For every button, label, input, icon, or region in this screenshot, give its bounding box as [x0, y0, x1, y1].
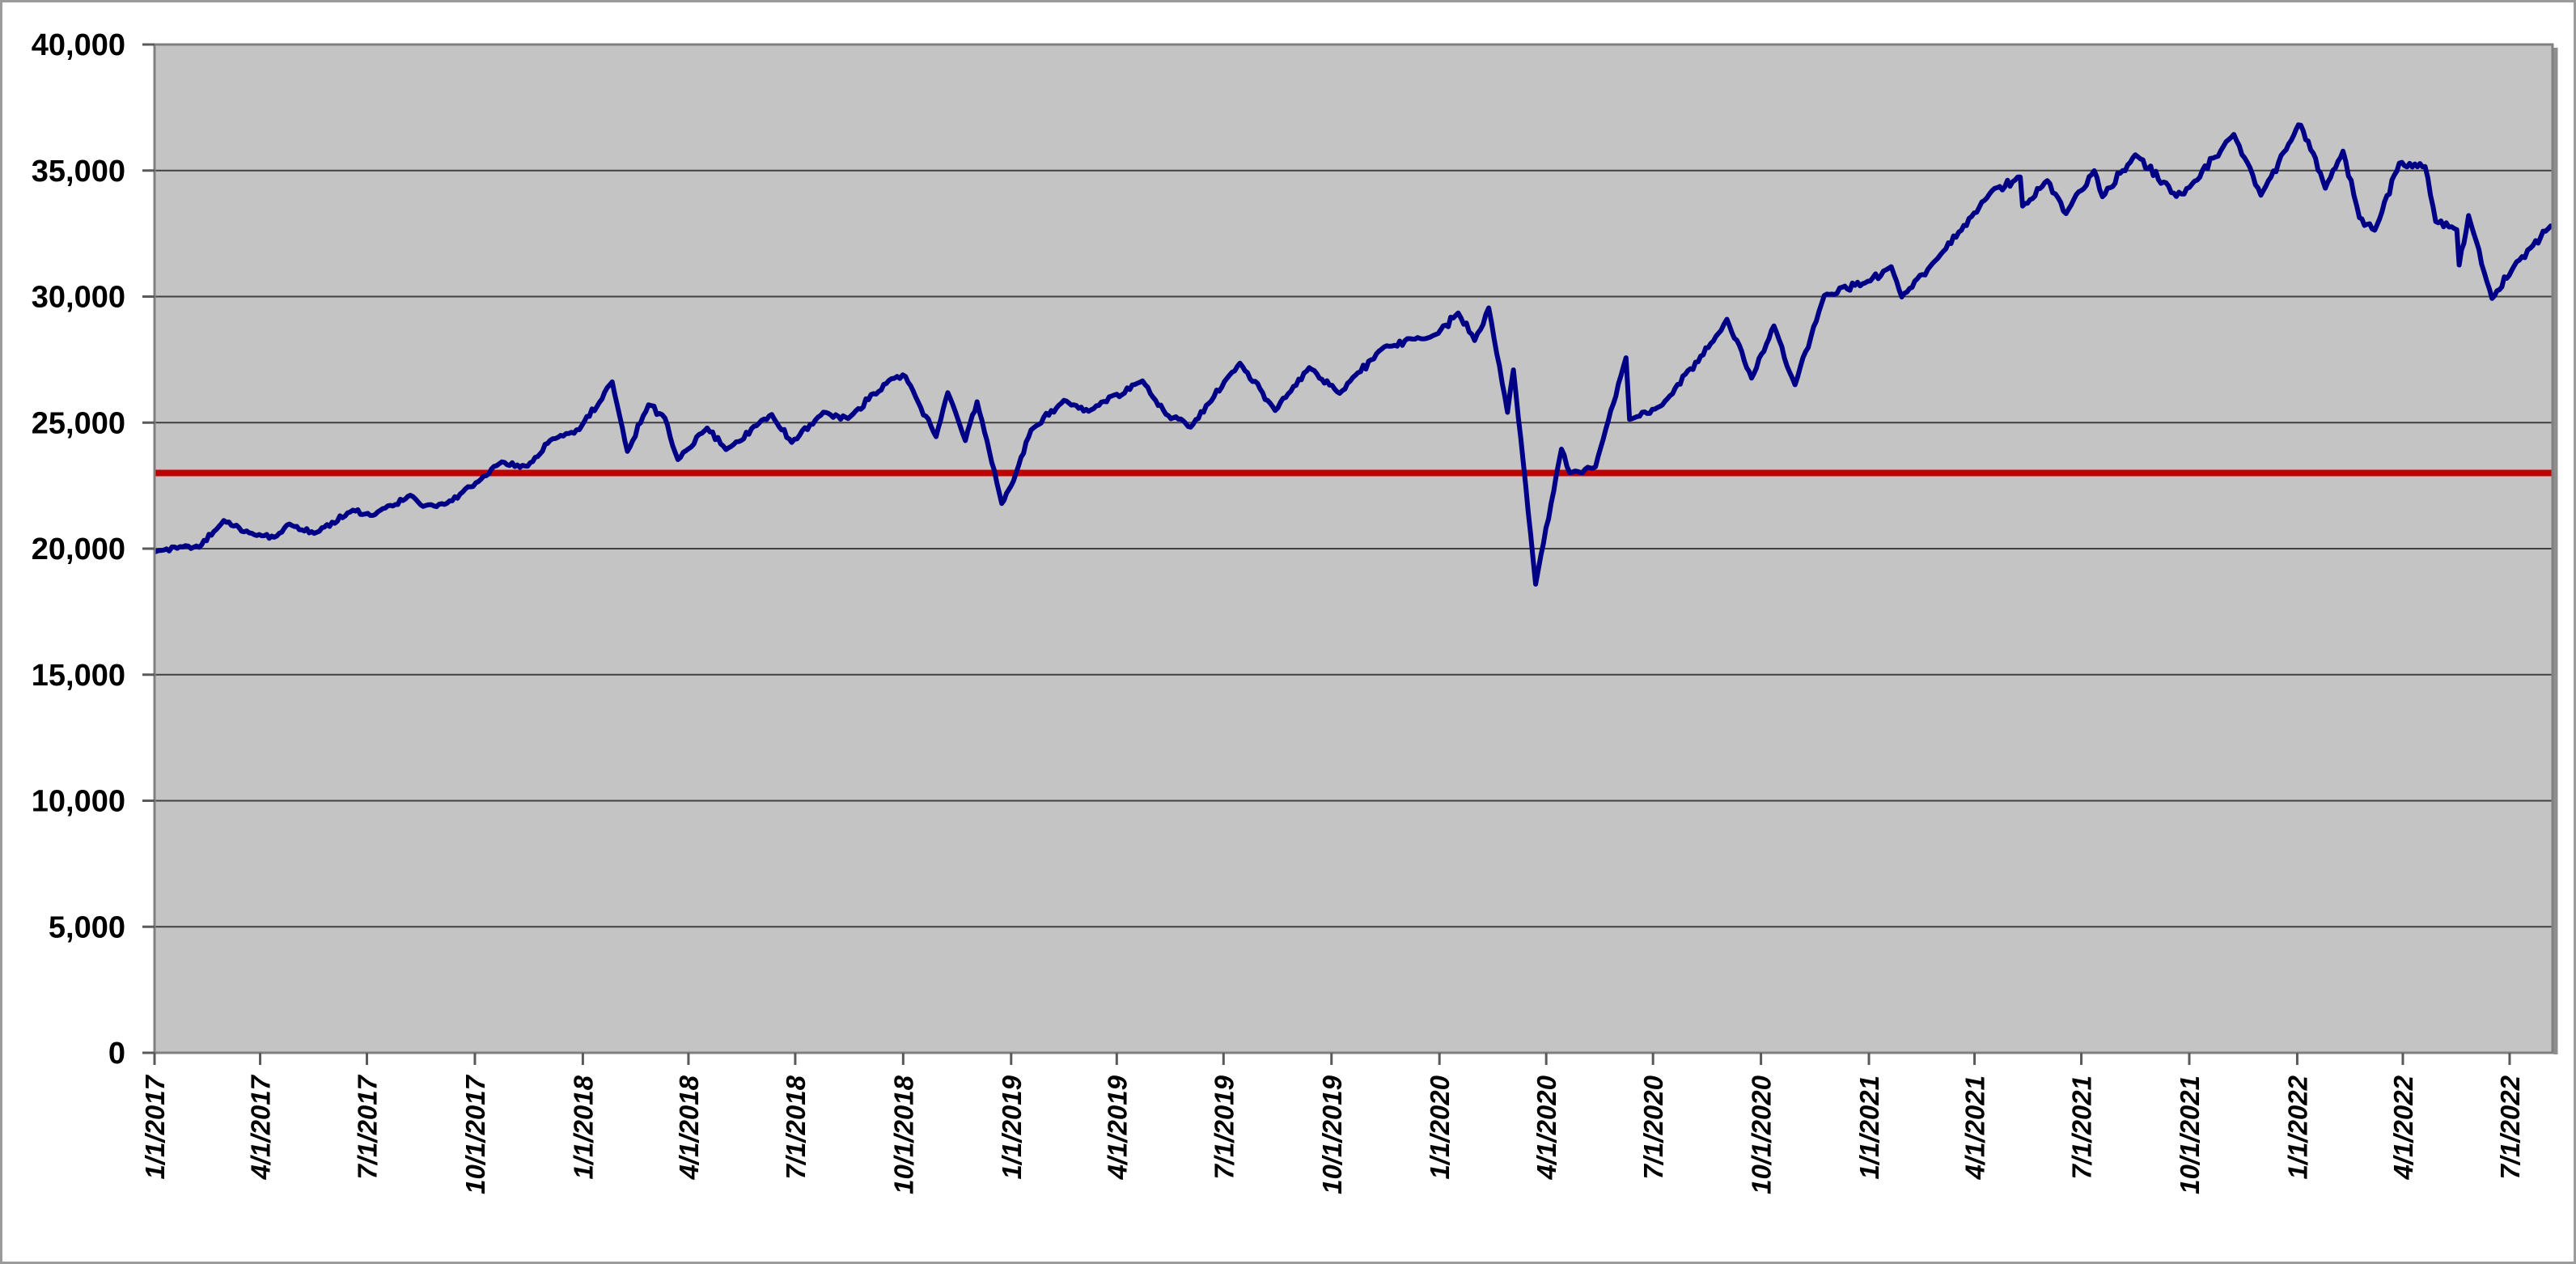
- x-tick-label: 4/1/2020: [1532, 1075, 1561, 1180]
- x-tick-label: 1/1/2020: [1425, 1075, 1455, 1179]
- y-tick-label: 40,000: [32, 28, 125, 62]
- x-tick-label: 7/1/2018: [781, 1075, 811, 1179]
- y-tick-label: 20,000: [32, 532, 125, 566]
- x-tick-label: 7/1/2019: [1209, 1075, 1239, 1179]
- y-tick-label: 25,000: [32, 406, 125, 440]
- x-tick-label: 7/1/2017: [353, 1074, 383, 1179]
- x-tick-label: 10/1/2021: [2175, 1075, 2205, 1194]
- x-tick-label: 4/1/2017: [246, 1074, 276, 1180]
- y-tick-label: 0: [108, 1037, 125, 1071]
- y-tick-label: 10,000: [32, 785, 125, 819]
- x-tick-label: 4/1/2019: [1102, 1075, 1132, 1180]
- x-tick-label: 4/1/2022: [2388, 1075, 2418, 1180]
- x-tick-label: 4/1/2018: [674, 1075, 704, 1180]
- x-tick-label: 7/1/2020: [1638, 1075, 1668, 1179]
- x-tick-label: 4/1/2021: [1960, 1075, 1990, 1180]
- x-tick-label: 7/1/2021: [2067, 1075, 2097, 1179]
- y-tick-label: 30,000: [32, 281, 125, 315]
- x-tick-label: 1/1/2019: [997, 1075, 1027, 1179]
- x-tick-label: 1/1/2017: [140, 1074, 170, 1179]
- x-tick-label: 1/1/2022: [2282, 1075, 2312, 1179]
- y-tick-label: 5,000: [49, 910, 125, 944]
- price-series-line: [153, 122, 2553, 587]
- y-tick-label: 35,000: [32, 155, 125, 189]
- x-tick-label: 1/1/2021: [1854, 1075, 1884, 1179]
- x-tick-label: 1/1/2018: [568, 1075, 598, 1179]
- x-tick-label: 7/1/2022: [2495, 1075, 2525, 1179]
- x-tick-label: 10/1/2019: [1317, 1075, 1347, 1194]
- x-tick-label: 10/1/2017: [460, 1074, 490, 1194]
- x-tick-label: 10/1/2018: [888, 1075, 918, 1194]
- x-tick-label: 10/1/2020: [1747, 1075, 1777, 1194]
- y-tick-label: 15,000: [32, 659, 125, 693]
